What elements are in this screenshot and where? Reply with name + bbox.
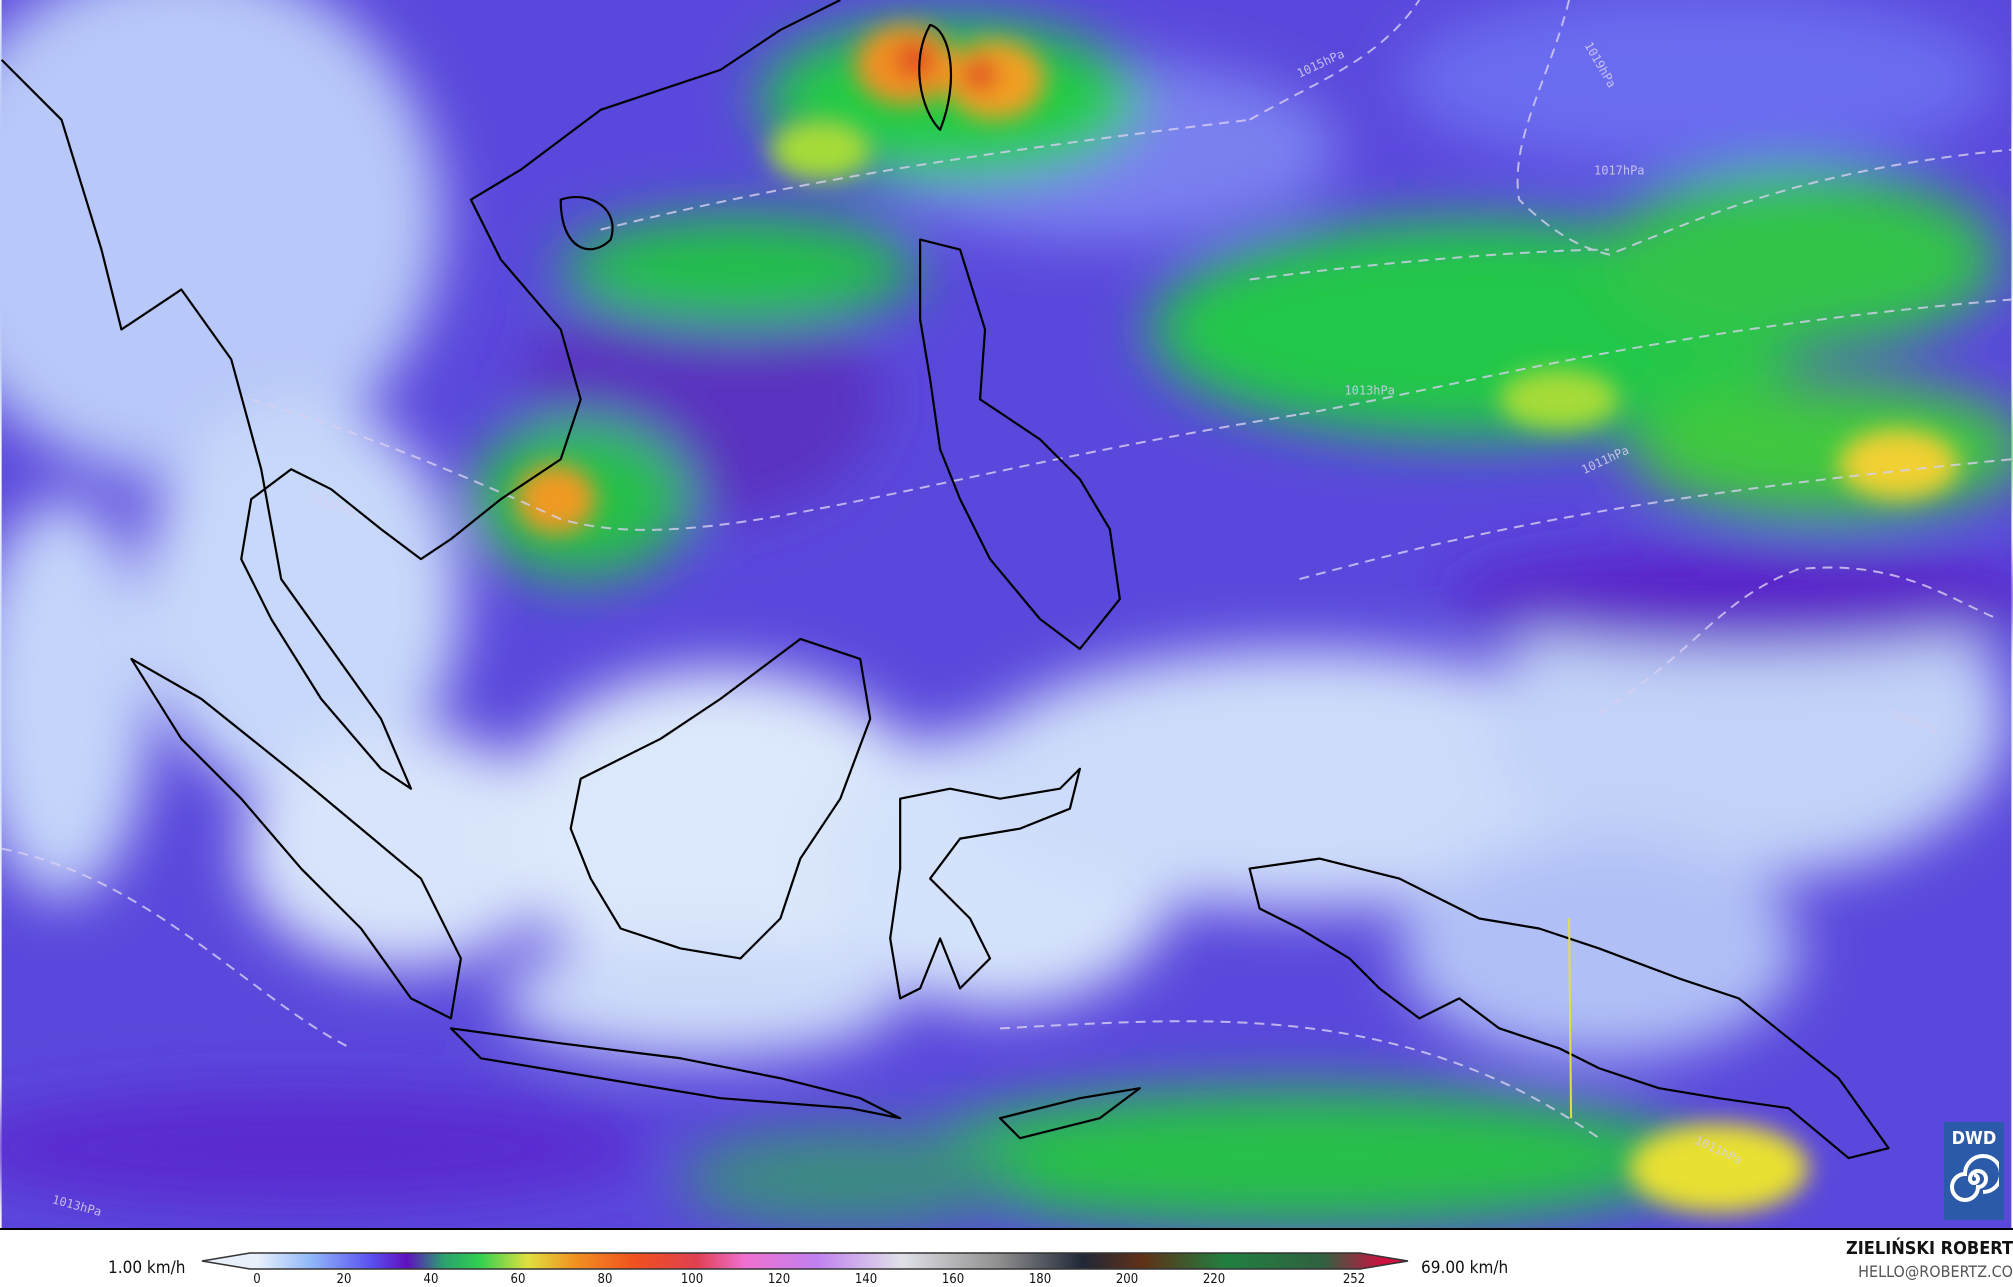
color-legend: 1.00 km/h	[108, 1238, 2013, 1287]
hainan	[559, 196, 614, 251]
border-line	[1568, 918, 1573, 1119]
taiwan	[918, 23, 953, 131]
svg-text:1013hPa: 1013hPa	[1344, 383, 1394, 397]
sumatra	[130, 657, 462, 1020]
coastlines	[0, 0, 1890, 1160]
author-name: ZIELIŃSKI ROBERT	[1846, 1238, 2013, 1259]
timor	[998, 1087, 1141, 1140]
new-guinea	[1248, 857, 1890, 1160]
sulawesi	[889, 767, 1081, 1000]
credit: ZIELIŃSKI ROBERT HELLO@ROBERTZ.CO	[1846, 1238, 2013, 1281]
wind-field	[0, 0, 2013, 1228]
spiral-icon	[1950, 1154, 2003, 1202]
wind-maxima	[515, 24, 1959, 1214]
isobars	[1, 0, 2012, 1139]
svg-text:1017hPa: 1017hPa	[1594, 164, 1644, 178]
wind-map: 1015hPa 1019hPa 1017hPa 1013hPa 1011hPa …	[0, 0, 2013, 1230]
author-email: HELLO@ROBERTZ.CO	[1858, 1262, 2013, 1281]
philippines	[919, 238, 1121, 651]
colorbar	[201, 1252, 1409, 1270]
java	[449, 1027, 902, 1120]
legend-max-label: 69.00 km/h	[1421, 1258, 1509, 1278]
borneo	[569, 637, 872, 960]
legend-min-label: 1.00 km/h	[108, 1258, 186, 1278]
dwd-logo: DWD	[1944, 1122, 2004, 1220]
